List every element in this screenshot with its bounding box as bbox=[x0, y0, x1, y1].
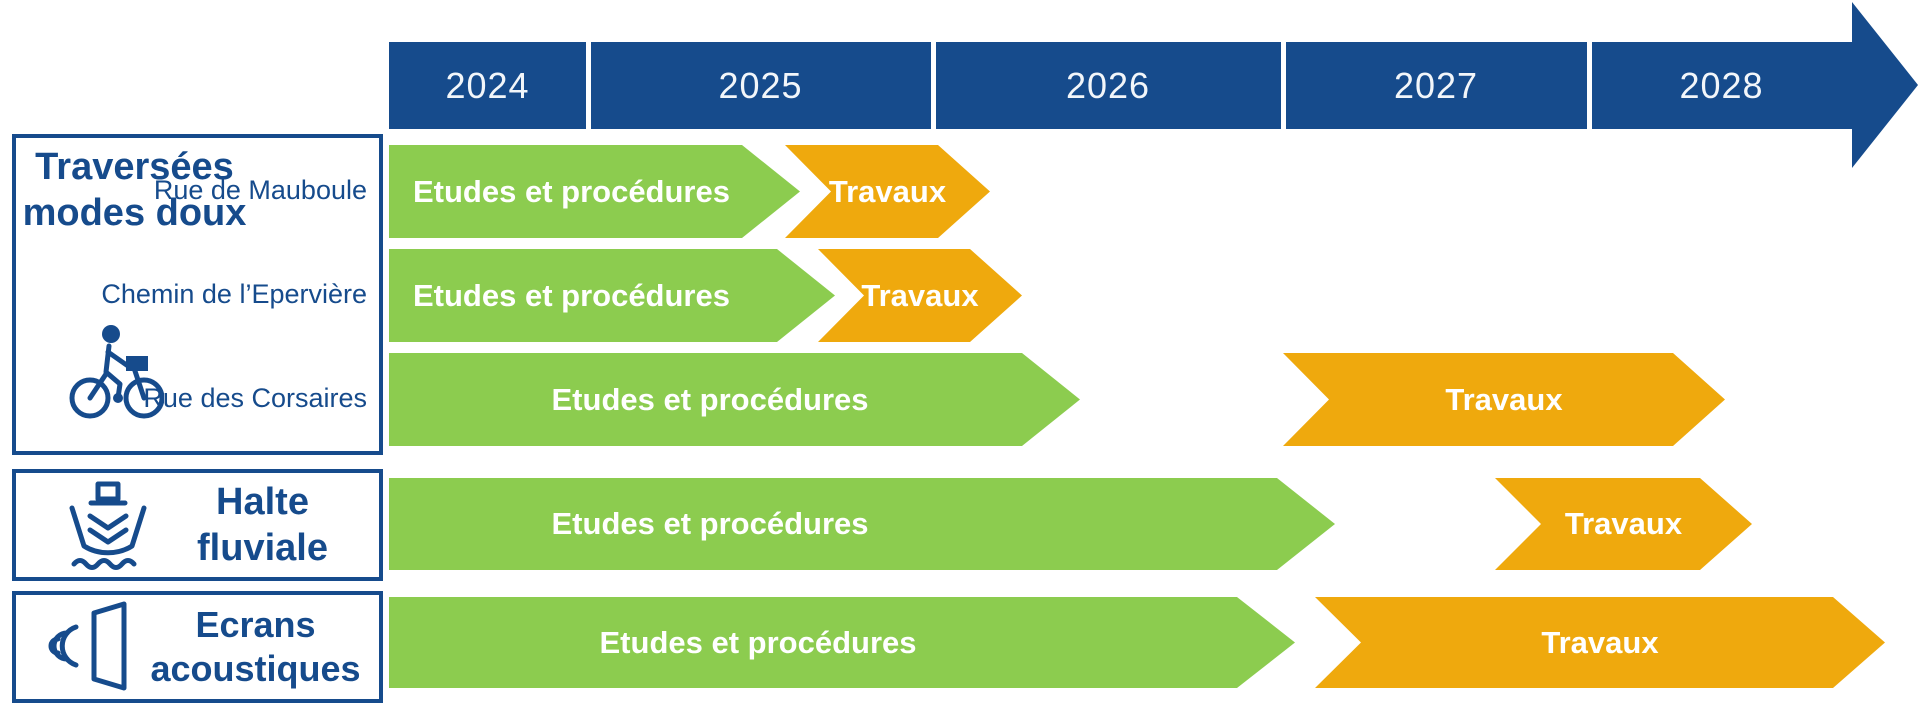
year-divider bbox=[1587, 42, 1592, 129]
year-label-2026: 2026 bbox=[1065, 64, 1151, 106]
bike-basket bbox=[126, 356, 148, 371]
phase-label: Etudes et procédures bbox=[551, 506, 869, 541]
group-title: Traversées modes doux bbox=[22, 146, 247, 234]
phase-label: Travaux bbox=[1564, 506, 1683, 541]
year-divider bbox=[586, 42, 591, 129]
group-box-halte-fluviale: Halte fluviale bbox=[12, 469, 383, 581]
phase-bar-works-corsaires: Travaux bbox=[1283, 353, 1725, 446]
phase-bar-studies-corsaires: Etudes et procédures bbox=[389, 353, 1080, 446]
phase-label: Etudes et procédures bbox=[551, 381, 869, 417]
group-title: Halte fluviale bbox=[197, 481, 328, 569]
sub-item-rue-des-corsaires: Rue des Corsaires bbox=[143, 383, 367, 413]
phase-label: Etudes et procédures bbox=[599, 624, 917, 660]
phase-label: Travaux bbox=[1541, 624, 1659, 660]
boat-icon bbox=[69, 481, 147, 570]
phase-bar-studies-halte-fluviale: Etudes et procédures bbox=[389, 478, 1335, 570]
phase-bar-studies-mauboule: Etudes et procédures bbox=[389, 145, 800, 238]
phase-label: Travaux bbox=[861, 277, 979, 313]
bicycle-icon bbox=[69, 325, 164, 419]
sub-item-chemin-de-l-eperviere: Chemin de l’Epervière bbox=[101, 279, 367, 309]
phase-bar-studies-eperviere: Etudes et procédures bbox=[389, 249, 835, 342]
phase-bar-works-ecrans-acoustiques: Travaux bbox=[1315, 597, 1885, 688]
phase-label: Etudes et procédures bbox=[413, 173, 730, 209]
year-divider bbox=[1281, 42, 1286, 129]
phase-label: Travaux bbox=[828, 173, 947, 209]
phase-label: Travaux bbox=[1445, 381, 1563, 417]
group-title: Ecrans acoustiques bbox=[150, 604, 361, 689]
phase-label: Etudes et procédures bbox=[413, 277, 730, 313]
phase-bar-studies-ecrans-acoustiques: Etudes et procédures bbox=[389, 597, 1295, 688]
year-label-2025: 2025 bbox=[718, 64, 803, 106]
year-label-2027: 2027 bbox=[1393, 64, 1479, 106]
acoustic-screen-icon bbox=[48, 601, 127, 691]
sub-item-rue-de-mauboule: Rue de Mauboule bbox=[153, 175, 367, 205]
year-label-2024: 2024 bbox=[445, 64, 530, 106]
timeline-arrow-shape bbox=[389, 2, 1918, 168]
group-box-ecrans-acoustiques: Ecrans acoustiques bbox=[12, 591, 383, 703]
year-label-2028: 2028 bbox=[1679, 64, 1764, 106]
year-divider bbox=[931, 42, 936, 129]
group-box-traversees-modes-doux: Traversées modes doux Rue de Mauboule Ch… bbox=[12, 134, 383, 455]
